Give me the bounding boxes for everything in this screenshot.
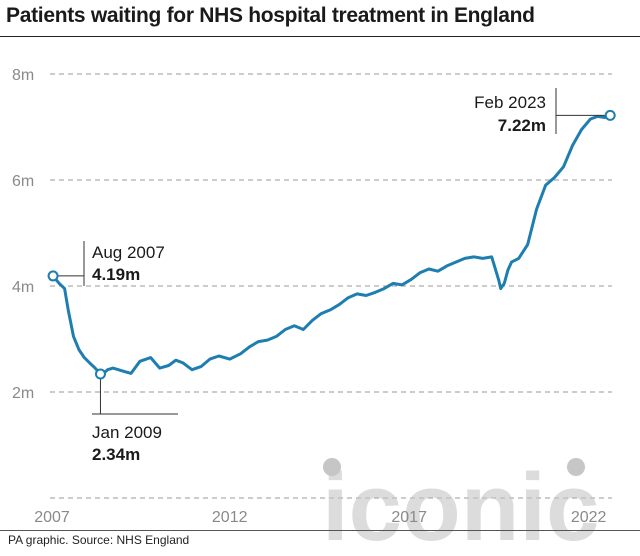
x-tick-label: 2007	[34, 509, 70, 526]
x-axis-ticks: 2007 2012 2017 2022	[34, 509, 606, 526]
y-tick-label: 2m	[12, 385, 34, 402]
footer-divider	[0, 530, 640, 531]
y-axis-ticks: 8m 6m 4m 2m	[12, 67, 34, 402]
annotation-marker	[94, 368, 106, 380]
watermark-logo: iconic	[322, 454, 599, 556]
annotation-value: 4.19m	[92, 265, 140, 284]
y-tick-label: 4m	[12, 279, 34, 296]
annotation-value: 2.34m	[92, 445, 140, 464]
series-line	[51, 113, 612, 376]
annotation-value: 7.22m	[498, 116, 546, 135]
x-tick-label: 2022	[571, 509, 607, 526]
annotation-marker	[604, 109, 616, 121]
x-tick-label: 2017	[391, 509, 427, 526]
x-tick-label: 2012	[212, 509, 248, 526]
annotation-date: Aug 2007	[92, 243, 165, 262]
annotation-date: Jan 2009	[92, 423, 162, 442]
annotation-marker	[47, 270, 59, 282]
chart-title: Patients waiting for NHS hospital treatm…	[6, 4, 535, 27]
y-tick-label: 8m	[12, 67, 34, 84]
gridlines	[50, 73, 612, 499]
y-tick-label: 6m	[12, 173, 34, 190]
annotation-date: Feb 2023	[474, 93, 546, 112]
source-note: PA graphic. Source: NHS England	[8, 533, 190, 547]
watermark-text: iconic	[322, 454, 599, 556]
series-layer	[51, 113, 612, 376]
annotations: Aug 2007 4.19m Jan 2009 2.34m Feb 2023 7.22m	[47, 88, 616, 464]
title-divider	[0, 36, 640, 37]
